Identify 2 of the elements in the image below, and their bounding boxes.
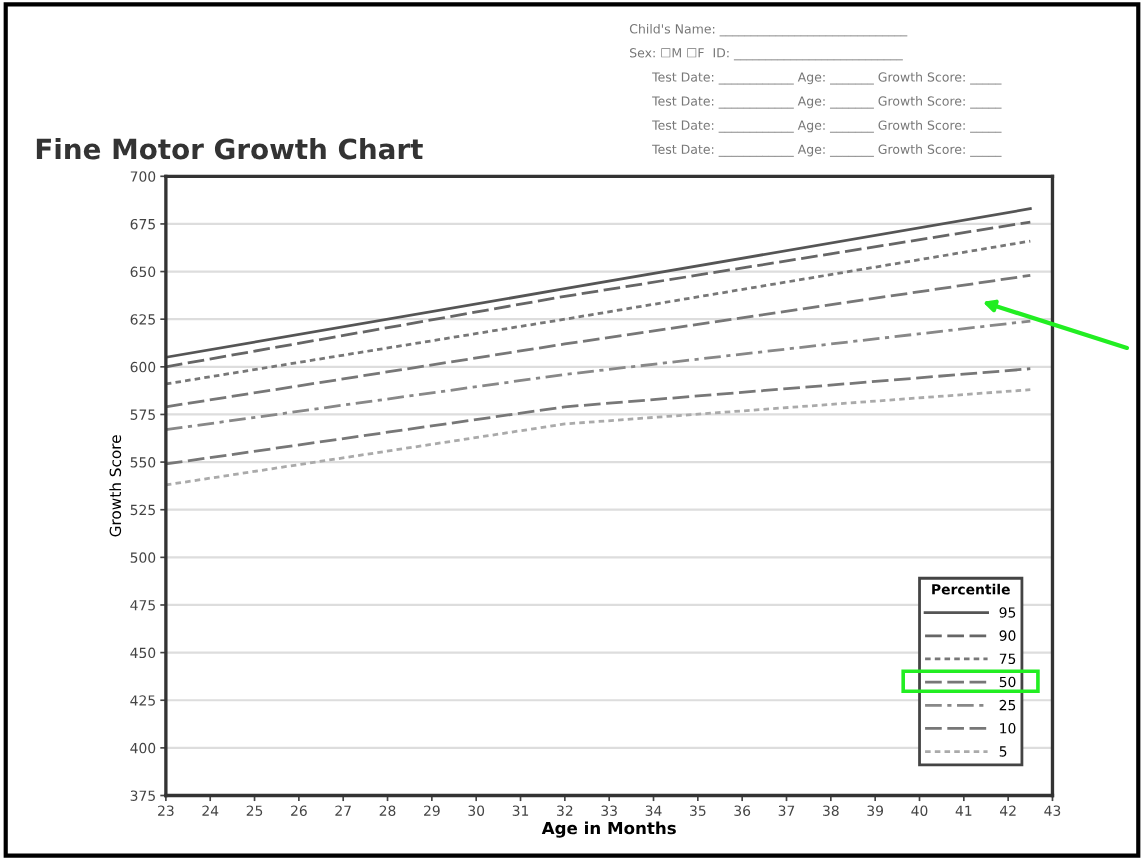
chart-title: Fine Motor Growth Chart: [36, 137, 423, 160]
x-axis-title: Age in Months: [541, 821, 676, 838]
